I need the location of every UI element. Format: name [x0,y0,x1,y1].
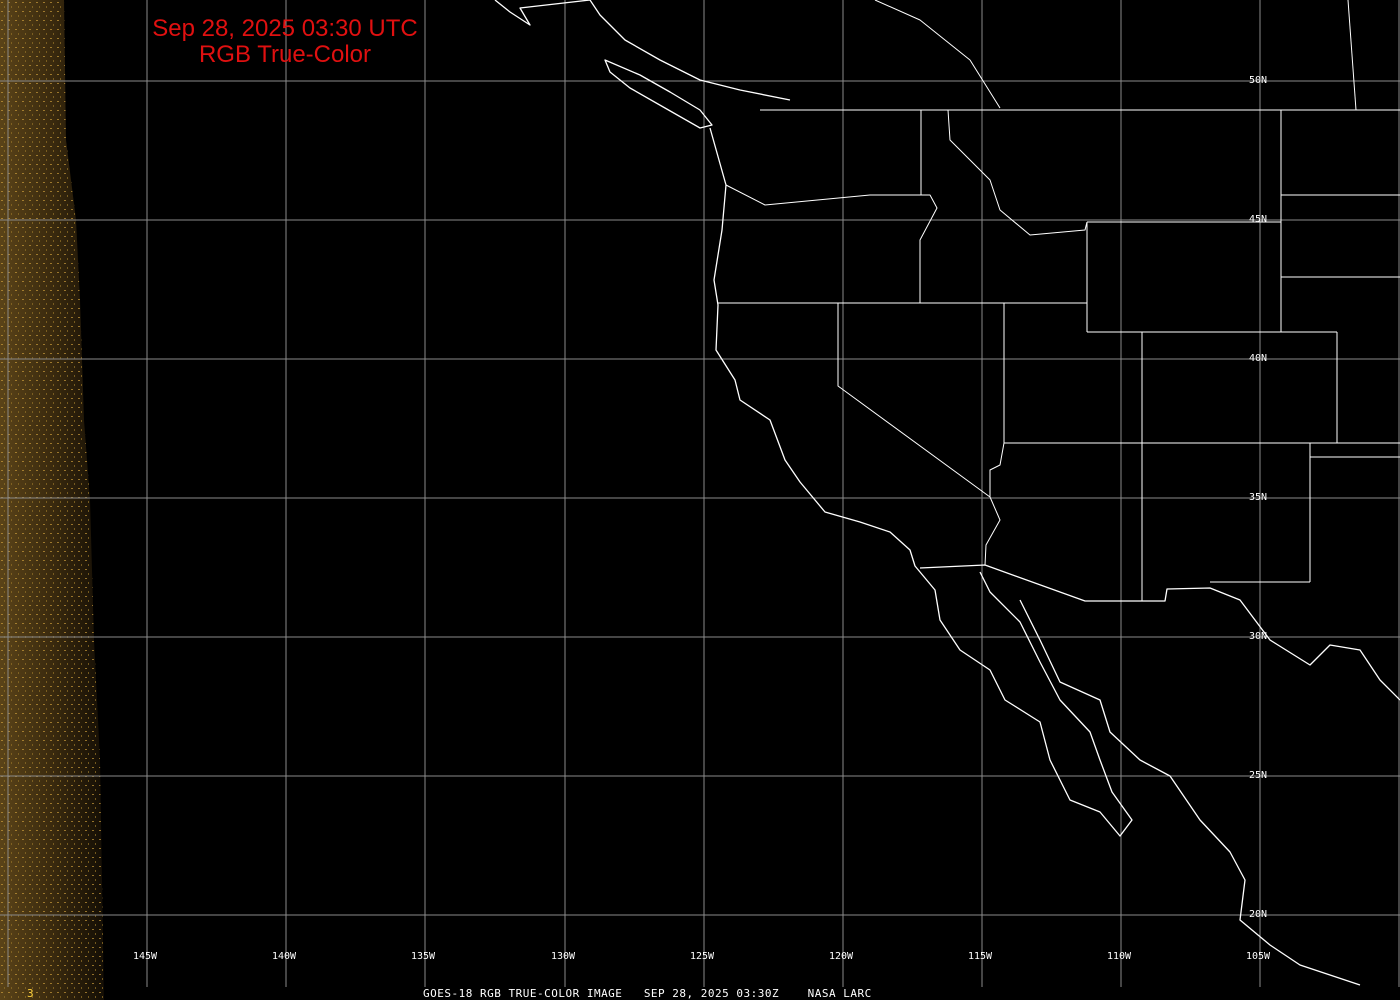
lat-label: 25N [1249,770,1268,781]
caption-time: SEP 28, 2025 03:30Z [643,987,780,1000]
lon-label: 125W [690,951,715,962]
coastlines-and-borders [494,0,1400,986]
lat-label: 35N [1249,492,1268,503]
lat-label: 45N [1249,214,1268,225]
mexico-mainland-coast [1019,599,1361,986]
lon-label: 105W [1246,951,1271,962]
lat-label: 30N [1249,631,1268,642]
bc-coast [494,0,791,101]
map-title-product: RGB True-Color [198,41,372,68]
lon-label: 140W [272,951,297,962]
lon-label: 115W [968,951,993,962]
us-west-coast [709,127,1133,837]
lon-label: 130W [551,951,576,962]
satellite-imagery-strip [0,0,104,1000]
vancouver-island [604,59,713,129]
lat-label: 20N [1249,909,1268,920]
lon-label: 135W [411,951,436,962]
caption-credit: NASA LARC [807,987,872,1000]
lon-label: 110W [1107,951,1132,962]
lat-label: 40N [1249,353,1268,364]
map-title-datetime: Sep 28, 2025 03:30 UTC [152,15,418,42]
image-caption: GOES-18 RGB TRUE-COLOR IMAGE SEP 28, 202… [423,987,872,1000]
caption-source: GOES-18 RGB TRUE-COLOR IMAGE [423,987,623,1000]
lat-label: 50N [1249,75,1268,86]
lon-label: 145W [133,951,158,962]
state-borders [718,0,1400,601]
frame-number: 3 [27,987,34,1000]
us-mexico-border [919,564,1400,701]
lon-label: 120W [829,951,854,962]
